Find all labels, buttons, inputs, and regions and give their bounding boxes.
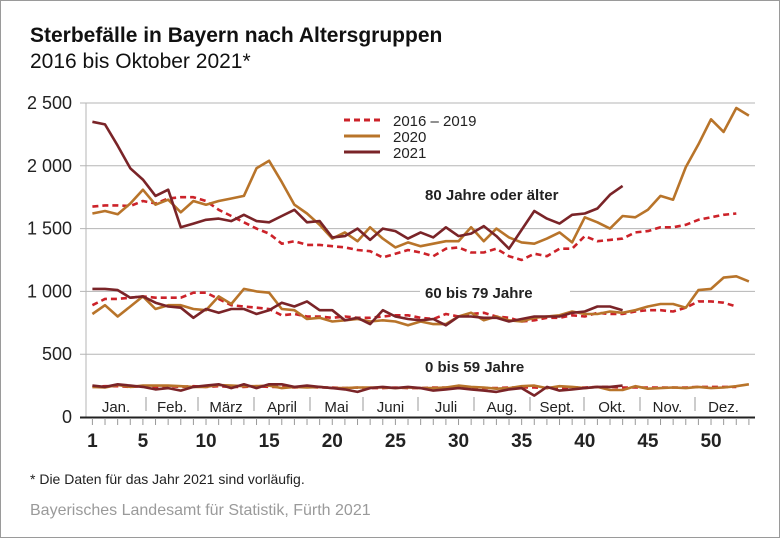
legend-label: 2021 [393,145,426,162]
y-tick-label: 2 000 [27,156,72,176]
series-line-2020-group-1 [92,106,750,249]
month-label: Nov. [653,399,683,416]
month-label: Feb. [157,399,187,416]
month-label: Juli [435,399,458,416]
month-label: Dez. [708,399,739,416]
month-label: Juni [377,399,405,416]
month-label: Okt. [598,399,626,416]
y-tick-label: 1 000 [27,281,72,301]
month-label: Sept. [539,399,574,416]
month-label: Jan. [102,399,130,416]
chart-title: Sterbefälle in Bayern nach Altersgruppen [30,24,443,47]
y-tick-label: 500 [42,344,72,364]
group-label: 60 bis 79 Jahre [425,285,533,302]
x-tick-label: 25 [385,431,407,452]
month-label: Aug. [487,399,518,416]
legend-label: 2016 – 2019 [393,113,476,130]
footnote: * Die Daten für das Jahr 2021 sind vorlä… [30,471,305,487]
series-line-2021-group-2 [92,287,623,327]
month-label: März [209,399,242,416]
series-line-avg-group-1 [92,195,737,262]
legend-label: 2020 [393,129,426,146]
y-tick-label: 1 500 [27,219,72,239]
label-background [420,282,570,302]
x-tick-label: 30 [448,431,469,452]
source-note: Bayerisches Landesamt für Statistik, Für… [30,502,371,519]
series-line-2021-group-3 [92,382,623,397]
chart-subtitle: 2016 bis Oktober 2021* [30,50,251,73]
series-line-2021-group-1 [92,120,624,250]
group-label: 0 bis 59 Jahre [425,359,524,376]
x-tick-label: 1 [87,431,98,452]
x-tick-label: 10 [195,431,216,452]
y-tick-label: 0 [62,407,72,427]
x-tick-label: 20 [322,431,343,452]
x-tick-label: 5 [138,431,149,452]
x-tick-label: 15 [259,431,281,452]
month-label: Mai [324,399,348,416]
x-tick-label: 35 [511,431,533,452]
month-label: April [267,399,297,416]
y-tick-label: 2 500 [27,93,72,113]
group-label: 80 Jahre oder älter [425,187,559,204]
x-tick-label: 40 [574,431,595,452]
x-tick-label: 50 [700,431,721,452]
x-tick-label: 45 [637,431,659,452]
